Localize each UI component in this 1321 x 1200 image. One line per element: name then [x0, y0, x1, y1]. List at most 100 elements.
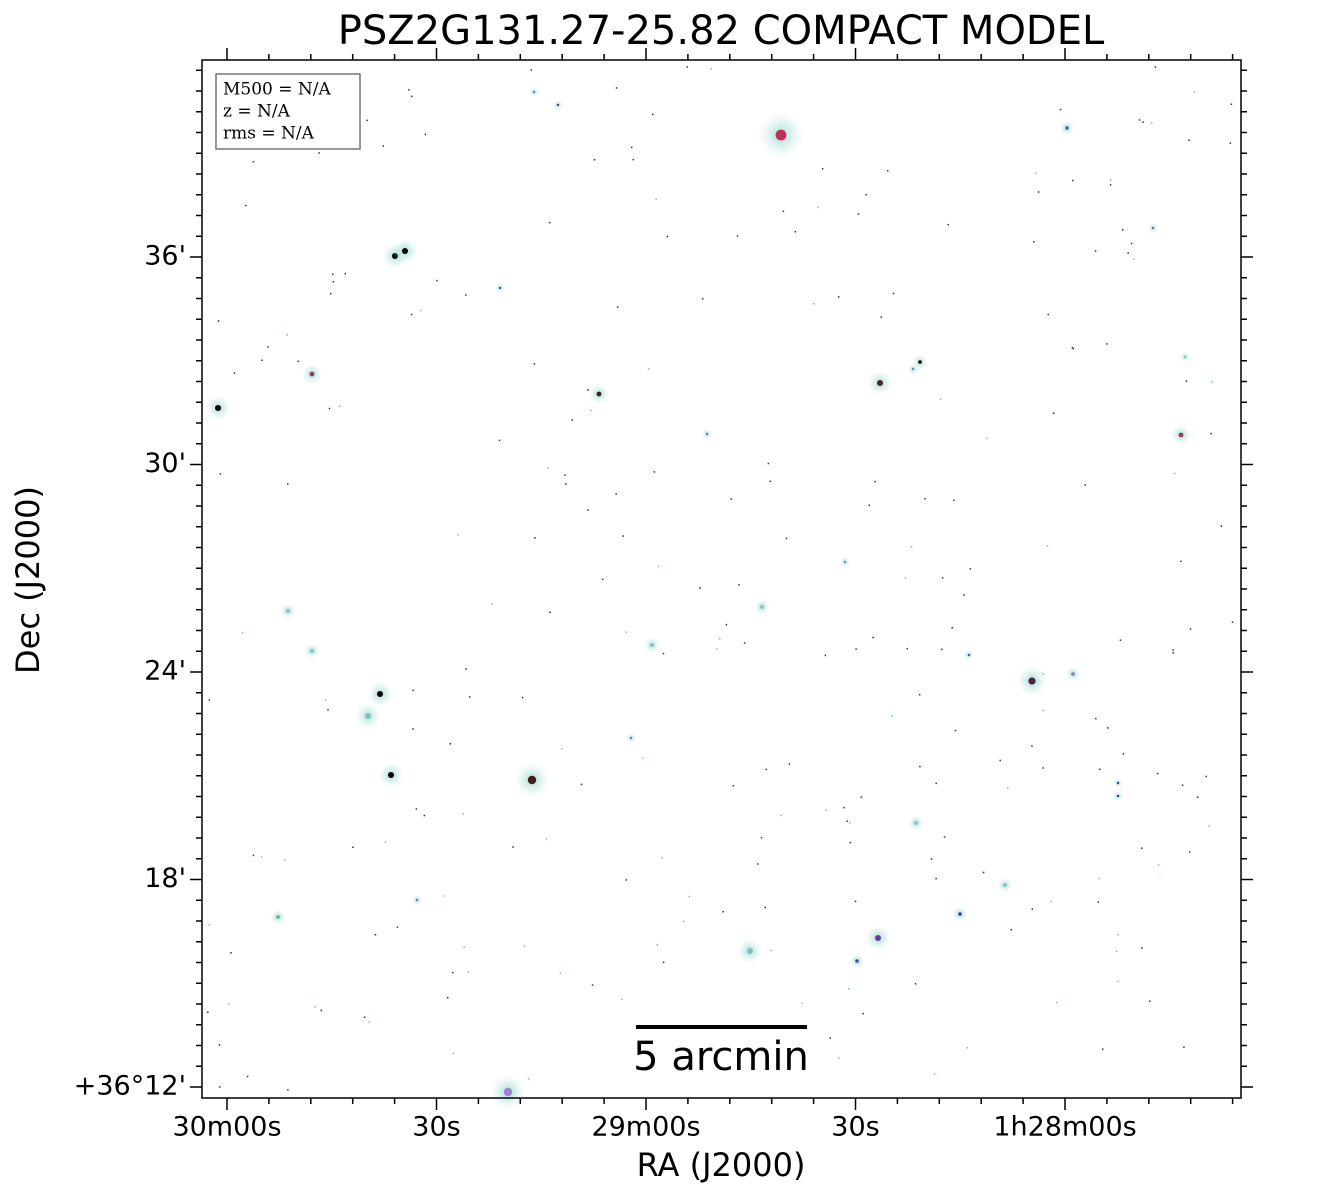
noise-speck [849, 821, 851, 824]
noise-speck [374, 934, 377, 936]
noise-speck [1154, 66, 1157, 68]
source [503, 1087, 513, 1097]
noise-speck [318, 152, 320, 154]
noise-speck [757, 863, 759, 865]
source [310, 649, 314, 653]
noise-speck [736, 235, 739, 237]
noise-speck [1211, 381, 1214, 383]
noise-speck [662, 961, 665, 963]
noise-speck [874, 480, 876, 483]
x-tick-label: 1h28m00s [993, 1112, 1136, 1143]
noise-speck [241, 631, 244, 634]
y-tick-label: 18' [144, 863, 186, 894]
noise-speck [914, 983, 917, 985]
noise-speck [451, 971, 454, 974]
noise-speck [530, 69, 533, 71]
noise-speck [813, 302, 815, 305]
noise-speck [999, 759, 1001, 762]
noise-speck [332, 281, 335, 283]
noise-speck [730, 498, 733, 500]
noise-speck [701, 298, 704, 300]
noise-speck [1031, 745, 1033, 747]
noise-speck [593, 158, 596, 161]
noise-speck [782, 210, 785, 213]
info-line: rms = N/A [223, 124, 315, 144]
source [650, 643, 654, 647]
x-tick-label: 30s [831, 1112, 879, 1143]
source [918, 360, 922, 364]
noise-speck [252, 161, 255, 163]
noise-speck [284, 859, 286, 862]
y-tick-label: 30' [144, 448, 186, 479]
noise-speck [849, 841, 852, 844]
noise-speck [1196, 796, 1199, 798]
noise-speck [1138, 119, 1141, 121]
source [1151, 226, 1155, 230]
source [1071, 672, 1075, 676]
noise-speck [218, 1044, 221, 1046]
noise-speck [545, 838, 548, 840]
noise-speck [208, 699, 211, 701]
noise-speck [966, 1046, 968, 1049]
noise-speck [1185, 380, 1188, 382]
noise-speck [760, 837, 763, 839]
noise-speck [615, 87, 618, 89]
noise-speck [620, 998, 623, 1001]
source [958, 912, 962, 916]
noise-speck [207, 1011, 209, 1014]
noise-speck [785, 537, 788, 540]
noise-speck [1055, 1001, 1058, 1004]
noise-speck [1101, 1048, 1104, 1050]
noise-speck [1172, 651, 1174, 654]
noise-speck [352, 846, 354, 849]
noise-speck [616, 306, 619, 308]
noise-speck [1156, 772, 1159, 775]
noise-speck [1188, 139, 1190, 142]
noise-speck [465, 294, 467, 296]
noise-speck [857, 961, 860, 964]
noise-speck [547, 467, 549, 469]
noise-speck [287, 1089, 289, 1091]
noise-speck [655, 198, 657, 201]
x-tick-label: 29m00s [591, 1112, 700, 1143]
noise-speck [267, 346, 269, 348]
noise-speck [1180, 560, 1182, 563]
source [215, 405, 221, 411]
noise-speck [855, 648, 857, 650]
noise-speck [1231, 621, 1234, 623]
noise-speck [868, 504, 870, 507]
noise-speck [801, 1002, 803, 1005]
noise-speck [825, 809, 827, 811]
title: PSZ2G131.27-25.82 COMPACT MODEL [338, 8, 1105, 54]
info-line: M500 = N/A [223, 80, 332, 100]
noise-speck [803, 1059, 806, 1061]
noise-speck [452, 1052, 455, 1055]
noise-speck [625, 631, 628, 633]
noise-speck [935, 877, 937, 880]
plot-frame [201, 59, 1242, 1099]
noise-speck [230, 951, 232, 954]
noise-speck [233, 372, 236, 374]
noise-speck [363, 1016, 366, 1018]
noise-speck [1084, 484, 1086, 486]
source [705, 432, 709, 436]
noise-speck [1189, 628, 1192, 630]
noise-speck [906, 647, 908, 650]
noise-speck [1183, 1046, 1185, 1049]
noise-speck [411, 95, 413, 98]
noise-speck [424, 133, 427, 136]
noise-speck [656, 943, 659, 946]
noise-speck [788, 763, 791, 765]
noise-speck [860, 796, 863, 798]
noise-speck [384, 841, 387, 843]
noise-speck [1042, 767, 1044, 769]
source [1183, 355, 1187, 359]
noise-speck [770, 949, 773, 952]
noise-speck [1193, 90, 1196, 93]
noise-speck [1106, 727, 1109, 729]
info-box [215, 73, 361, 150]
source [527, 775, 537, 785]
source [1116, 781, 1120, 785]
source [286, 609, 290, 613]
